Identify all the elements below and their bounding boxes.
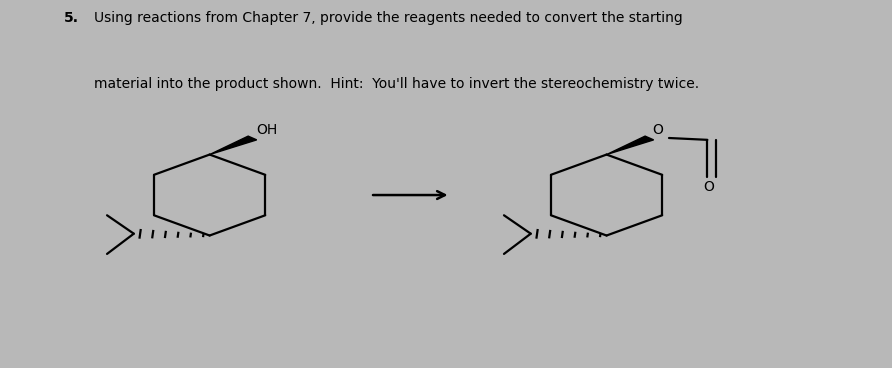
Text: O: O: [652, 123, 663, 137]
Polygon shape: [210, 136, 257, 155]
Text: O: O: [703, 180, 714, 194]
Text: material into the product shown.  Hint:  You'll have to invert the stereochemist: material into the product shown. Hint: Y…: [94, 77, 698, 91]
Text: 5.: 5.: [64, 11, 79, 25]
Text: OH: OH: [256, 123, 277, 137]
Polygon shape: [607, 136, 654, 155]
Text: Using reactions from Chapter 7, provide the reagents needed to convert the start: Using reactions from Chapter 7, provide …: [94, 11, 682, 25]
